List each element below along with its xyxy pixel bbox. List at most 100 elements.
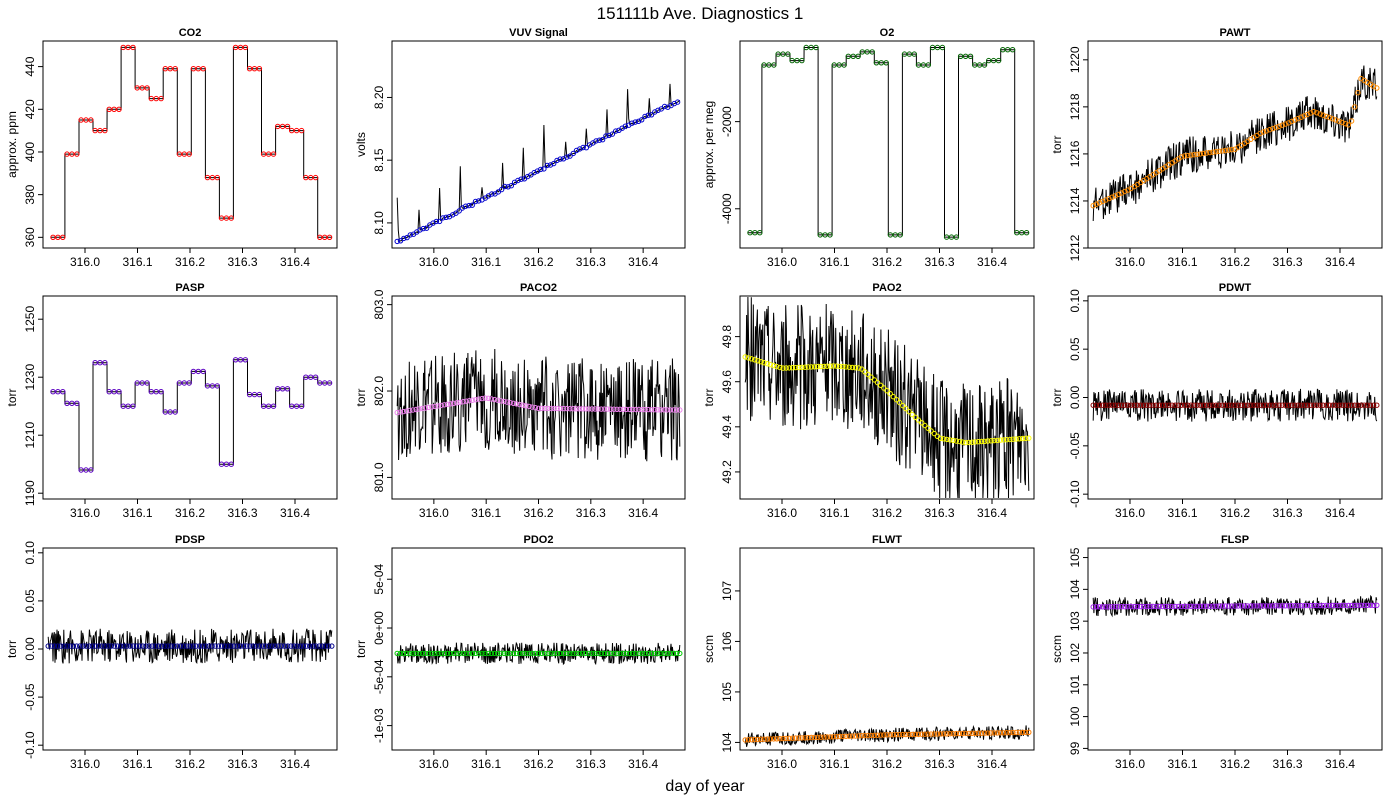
pdwt-avg-point [1352, 402, 1358, 408]
pdwt-avg-point [1251, 402, 1257, 408]
paco2-avg-point [410, 407, 416, 413]
vuv-avg-point [436, 218, 443, 225]
flwt-avg-point [830, 734, 837, 740]
pasp-avg-point [74, 400, 80, 406]
pdo2-ylabel: torr [354, 640, 368, 658]
vuv-avg-point [632, 119, 638, 125]
flsp-avg-point [1257, 603, 1263, 609]
o2-title: O2 [880, 27, 895, 39]
pasp-avg-point [60, 389, 66, 395]
pdwt-avg-point [1370, 402, 1377, 408]
pdsp-avg-point [152, 643, 159, 649]
pdsp-avg-point [228, 643, 234, 649]
pdo2-avg-point [429, 650, 435, 657]
paco2-plot-frame [391, 295, 686, 500]
flwt-avg-point [941, 731, 947, 737]
pdwt-avg-point [1213, 402, 1219, 408]
pawt-avg-point [1207, 149, 1213, 156]
flwt-avg-point [805, 735, 811, 741]
paco2-avg-point [438, 402, 444, 409]
pdsp-avg-point [73, 643, 80, 649]
pdwt-avg-point [1260, 402, 1267, 408]
flwt-avg-point [865, 732, 871, 739]
pdo2-avg-point [642, 650, 648, 657]
pdo2-avg-point [425, 650, 432, 657]
vuv-title: VUV Signal [509, 27, 568, 39]
pdwt-avg-point [1207, 402, 1213, 408]
pdo2-avg-point [611, 650, 617, 657]
o2-avg-point [869, 49, 875, 55]
paco2-avg-point [435, 403, 441, 409]
pdsp-avg-point [121, 643, 127, 649]
pdwt-ytick-label: -0.05 [1068, 432, 1082, 460]
paco2-avg-point [523, 403, 529, 409]
vuv-raw-trace [396, 83, 681, 243]
pdsp-avg-point [215, 643, 222, 649]
pdo2-avg-point [639, 650, 645, 657]
flwt-avg-point [909, 731, 915, 738]
pdo2-avg-point [444, 650, 451, 657]
pdo2-avg-point [648, 650, 655, 657]
pawt-avg-point [1282, 121, 1289, 127]
pdsp-avg-point [209, 643, 215, 649]
pdo2-avg-point [422, 650, 429, 657]
flsp-avg-point [1248, 603, 1254, 609]
paco2-avg-point [623, 406, 630, 413]
pdo2-avg-point [661, 650, 667, 657]
flsp-ylabel: sccm [1050, 635, 1064, 663]
vuv-xtick-label: 316.2 [523, 255, 553, 269]
co2-avg-point [50, 234, 56, 241]
o2-avg-point [747, 230, 753, 236]
vuv-avg-point [407, 232, 413, 238]
pao2-xtick-label: 316.0 [767, 506, 797, 520]
pdwt-avg-point [1285, 402, 1292, 408]
pao2-avg-point [830, 363, 837, 369]
pdwt-avg-point [1333, 402, 1339, 408]
vuv-ytick-label: 8.10 [372, 211, 386, 235]
pdwt-avg-point [1292, 402, 1298, 408]
pao2-avg-point [780, 365, 786, 371]
pao2-avg-point [849, 364, 855, 371]
pao2-avg-point [997, 437, 1004, 443]
flsp-avg-point [1345, 602, 1352, 609]
flsp-avg-point [1100, 604, 1106, 610]
pdo2-avg-point [507, 650, 513, 657]
flsp-avg-point [1134, 603, 1141, 610]
pdwt-avg-point [1203, 402, 1210, 408]
pao2-avg-point [975, 439, 982, 445]
pawt-avg-point [1279, 122, 1286, 128]
pawt-title: PAWT [1220, 27, 1251, 39]
flwt-xtick-label: 316.1 [819, 757, 849, 771]
pawt-avg-point [1106, 195, 1112, 202]
pdo2-avg-point [601, 650, 608, 657]
flwt-avg-point [919, 731, 925, 737]
pdo2-avg-point [488, 650, 495, 657]
co2-avg-point [298, 127, 305, 134]
flwt-avg-point [792, 735, 799, 741]
pawt-xtick-label: 316.1 [1167, 255, 1197, 269]
flsp-avg-point [1178, 603, 1185, 610]
pao2-avg-point [1019, 435, 1026, 442]
pdo2-avg-point [557, 650, 564, 657]
pasp-avg-point [172, 409, 178, 415]
pao2-avg-point [994, 437, 1000, 444]
pao2-avg-point [752, 357, 758, 363]
paco2-avg-point [551, 405, 557, 412]
pdwt-avg-point [1153, 402, 1159, 408]
pdsp-avg-point [222, 643, 228, 649]
pao2-avg-point [1004, 437, 1010, 443]
pdwt-xtick-label: 316.1 [1167, 506, 1197, 520]
co2-avg-point [260, 151, 267, 157]
flsp-avg-point [1153, 603, 1159, 610]
paco2-ytick-label: 802.0 [372, 376, 386, 406]
pdwt-avg-point [1115, 402, 1122, 408]
flwt-avg-point [846, 733, 852, 739]
flsp-avg-point [1112, 604, 1119, 610]
flwt-avg-point [821, 734, 827, 740]
pawt-avg-point [1229, 146, 1235, 153]
vuv-avg-point [541, 166, 547, 172]
paco2-avg-point [560, 405, 567, 412]
pdsp-avg-point [162, 643, 168, 649]
paco2-xtick-label: 316.0 [419, 506, 449, 520]
pdo2-avg-point [517, 650, 523, 657]
